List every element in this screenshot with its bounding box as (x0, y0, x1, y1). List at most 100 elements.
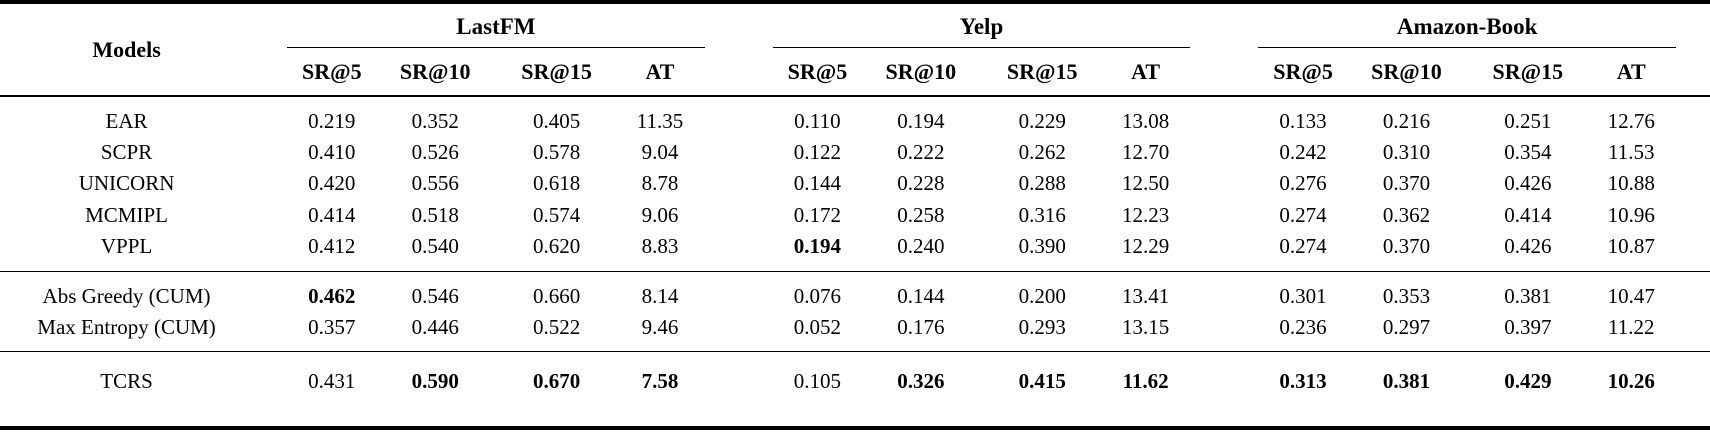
metric-value: 0.310 (1382, 139, 1431, 164)
metric-value: 10.26 (1588, 351, 1710, 428)
metric-value: 0.381 (1467, 270, 1589, 312)
metric-value: 0.390 (1018, 234, 1066, 259)
metric-header-sr5: SR@5 (253, 48, 375, 97)
metric-value: 0.352 (411, 108, 459, 133)
model-name: TCRS (0, 351, 254, 428)
metric-value: 13.41 (1102, 270, 1225, 312)
metric-header-sr5: SR@5 (1224, 48, 1346, 97)
metric-value: 10.87 (1607, 234, 1655, 259)
metric-header-at: AT (1102, 48, 1225, 97)
table-row: Max Entropy (CUM) 0.357 0.446 0.522 9.46 0.05… (0, 312, 1710, 352)
metric-value: 0.415 (981, 351, 1103, 428)
metric-value: 0.426 (1504, 171, 1552, 196)
metric-value: 0.556 (411, 171, 459, 196)
metric-value: 0.429 (1467, 351, 1589, 428)
metric-value: 0.522 (532, 314, 581, 339)
model-name: Max Entropy (CUM) (37, 314, 216, 339)
metric-value: 13.08 (1122, 108, 1170, 133)
metric-value: 8.83 (641, 234, 679, 259)
metric-value: 0.251 (1504, 108, 1552, 133)
metric-value: 0.412 (308, 234, 356, 259)
metric-value: 0.200 (981, 270, 1103, 312)
metric-header-sr5: SR@5 (738, 48, 861, 97)
metric-value: 9.04 (641, 139, 679, 164)
metric-value: 0.313 (1224, 351, 1346, 428)
metric-value: 0.446 (411, 314, 459, 339)
metric-value: 0.288 (1018, 171, 1066, 196)
metric-value: 0.144 (793, 171, 842, 196)
metric-header-sr15: SR@15 (981, 48, 1103, 97)
metric-value: 0.133 (1279, 108, 1327, 133)
metric-value: 0.578 (532, 139, 581, 164)
metric-value: 0.122 (793, 139, 842, 164)
model-name: MCMIPL (85, 202, 168, 227)
metric-value: 10.88 (1607, 171, 1655, 196)
metric-value: 0.546 (374, 270, 496, 312)
metric-value: 0.357 (308, 314, 356, 339)
metric-value: 9.06 (641, 202, 679, 227)
metric-value: 0.242 (1279, 139, 1327, 164)
metric-value: 10.96 (1607, 202, 1655, 227)
metric-value: 0.660 (495, 270, 618, 312)
model-name: Abs Greedy (CUM) (0, 270, 254, 312)
metric-value: 0.397 (1504, 314, 1552, 339)
metric-value: 0.274 (1279, 234, 1327, 259)
metric-value: 0.172 (793, 202, 842, 227)
group-header-amazon-book: Amazon-Book (1224, 2, 1710, 48)
model-name: SCPR (100, 139, 153, 164)
metric-value: 0.618 (532, 171, 581, 196)
group-label-yelp: Yelp (772, 8, 1191, 48)
metric-value: 0.219 (308, 108, 356, 133)
metric-value: 0.354 (1504, 139, 1552, 164)
metric-value: 0.228 (897, 171, 945, 196)
metric-header-sr10: SR@10 (374, 48, 496, 97)
group-header-row: Models LastFM Yelp Amazon-Book (0, 2, 1710, 97)
metric-value: 0.176 (897, 314, 945, 339)
metric-header-row: SR@5 SR@10 SR@15 AT SR@5 SR@10 SR@15 AT … (0, 48, 1710, 97)
metric-value: 0.229 (1018, 108, 1066, 133)
metric-header-sr15: SR@15 (495, 48, 618, 97)
metric-value: 11.62 (1102, 351, 1225, 428)
metric-value: 0.222 (897, 139, 945, 164)
metric-value: 0.258 (897, 202, 945, 227)
metric-value: 0.670 (495, 351, 618, 428)
table-row: VPPL 0.412 0.540 0.620 8.83 0.194 0.240 0.390 12… (0, 231, 1710, 271)
group-label-amazon-book: Amazon-Book (1258, 8, 1676, 48)
metric-value: 0.326 (860, 351, 982, 428)
metric-value: 12.70 (1122, 139, 1170, 164)
metric-value: 8.78 (641, 171, 679, 196)
models-column-header: Models (0, 2, 254, 97)
metric-value: 0.540 (411, 234, 459, 259)
metric-value: 12.76 (1607, 108, 1655, 133)
metric-value: 0.370 (1382, 234, 1431, 259)
metric-value: 0.381 (1345, 351, 1468, 428)
metric-value: 0.301 (1224, 270, 1346, 312)
metric-value: 0.262 (1018, 139, 1066, 164)
metric-value: 9.46 (641, 314, 679, 339)
metric-value: 0.216 (1382, 108, 1431, 133)
metric-value: 0.316 (1018, 202, 1066, 227)
metric-value: 0.297 (1382, 314, 1431, 339)
metric-value: 0.574 (532, 202, 581, 227)
metric-value: 0.518 (411, 202, 459, 227)
metric-value: 0.274 (1279, 202, 1327, 227)
metric-value: 11.35 (636, 108, 684, 133)
metric-header-sr10: SR@10 (860, 48, 982, 97)
metric-value: 11.53 (1608, 139, 1655, 164)
metric-value: 11.22 (1608, 314, 1655, 339)
metric-value: 12.23 (1122, 202, 1170, 227)
metric-value: 0.526 (411, 139, 459, 164)
model-name: UNICORN (78, 171, 175, 196)
table-row: Abs Greedy (CUM) 0.462 0.546 0.660 8.14 0.076… (0, 270, 1710, 312)
table-body: EAR 0.219 0.352 0.405 11.35 0.110 0.194 0.229 13… (0, 96, 1710, 428)
table-row: MCMIPL 0.414 0.518 0.574 9.06 0.172 0.258 0.316… (0, 200, 1710, 232)
metric-value: 0.293 (1018, 314, 1066, 339)
metric-header-sr15: SR@15 (1467, 48, 1589, 97)
metric-value: 0.431 (253, 351, 375, 428)
metric-value: 10.47 (1588, 270, 1710, 312)
metric-value: 0.590 (374, 351, 496, 428)
metric-value: 0.405 (532, 108, 581, 133)
metric-value: 7.58 (617, 351, 739, 428)
